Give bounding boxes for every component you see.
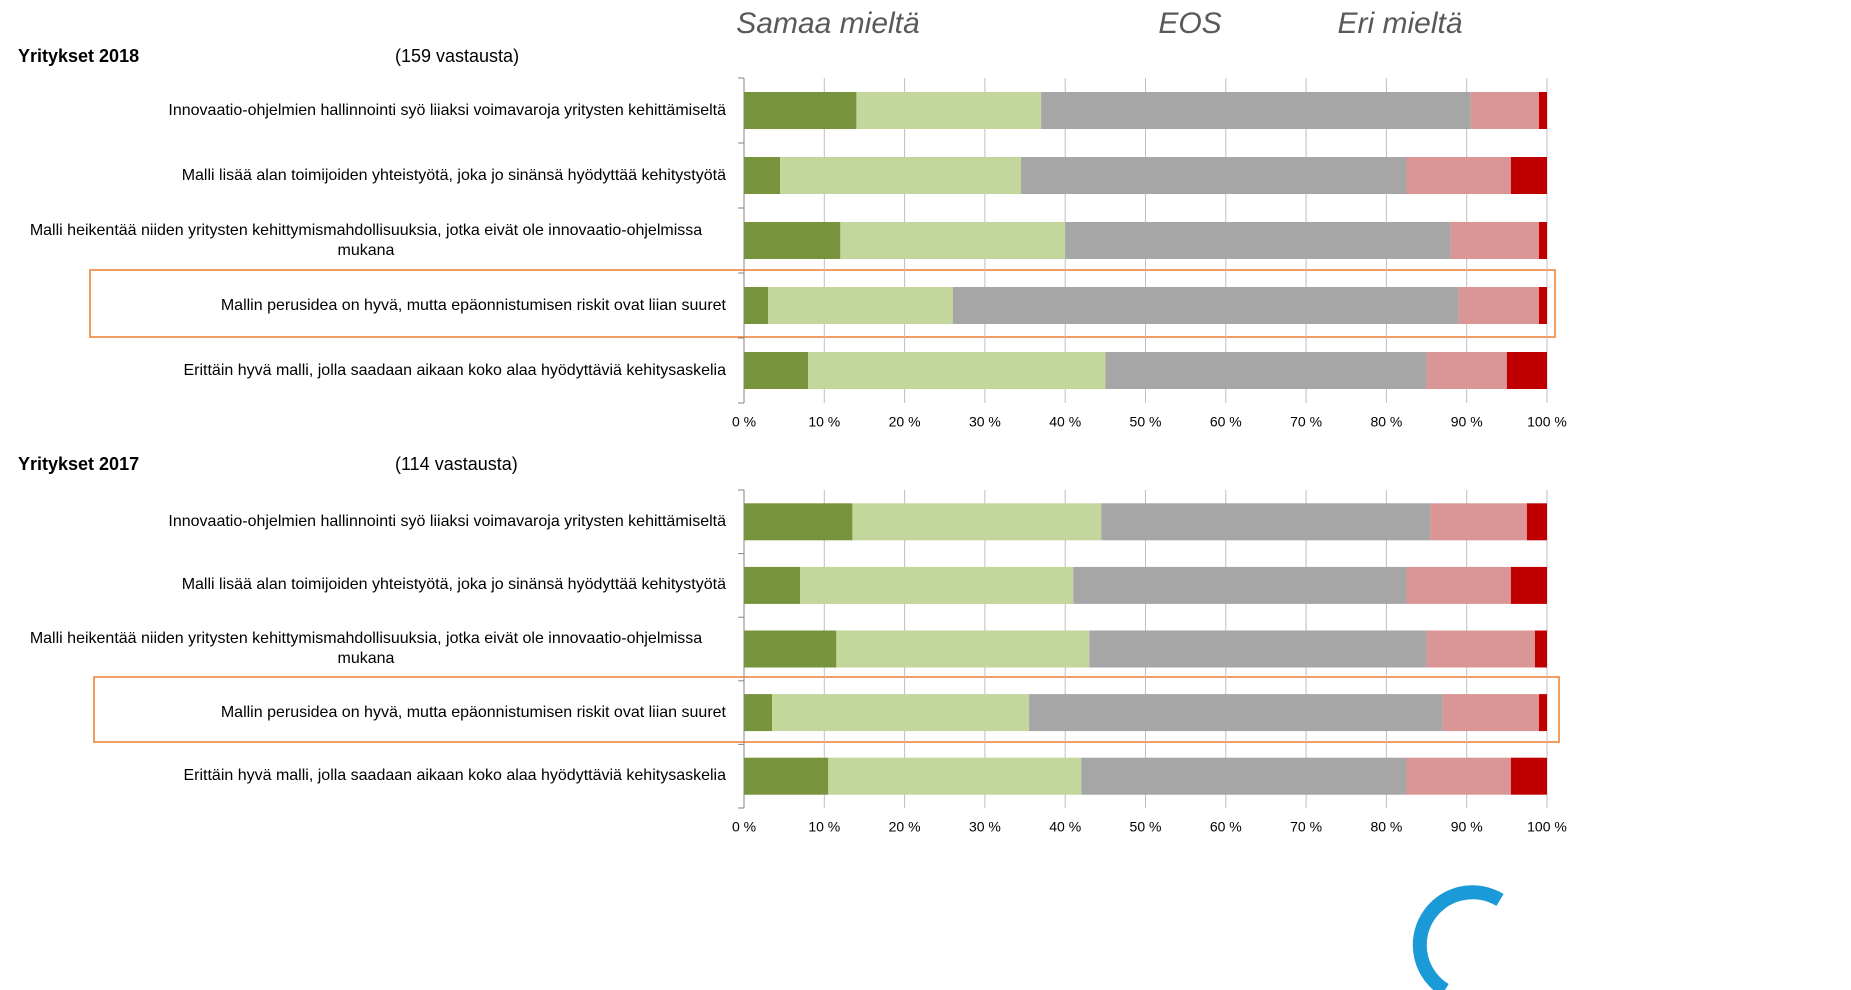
x-tick-label: 0 % <box>732 819 756 835</box>
x-tick-label: 70 % <box>1290 414 1322 430</box>
x-tick-label: 50 % <box>1130 819 1162 835</box>
bar-segment <box>768 287 953 324</box>
bar-segment <box>840 222 1066 259</box>
x-tick-label: 40 % <box>1049 819 1081 835</box>
bar-segment <box>1029 694 1443 732</box>
bar-segment <box>1538 287 1547 324</box>
column-header: EOS <box>1158 7 1221 40</box>
x-tick-label: 50 % <box>1130 414 1162 430</box>
chart-subtitle: (114 vastausta) <box>395 454 518 474</box>
x-tick-label: 90 % <box>1451 414 1483 430</box>
bar-segment <box>744 352 809 389</box>
bar-segment <box>744 92 857 129</box>
category-label: Malli heikentää niiden yritysten kehitty… <box>29 630 703 667</box>
bar-segment <box>1538 222 1547 259</box>
highlight-box <box>89 269 1556 338</box>
bar-segment <box>1458 287 1539 324</box>
bar-segment <box>1041 92 1471 129</box>
bar-segment <box>1442 694 1539 732</box>
bar-segment <box>1081 757 1407 795</box>
category-label: Erittäin hyvä malli, jolla saadaan aikaa… <box>183 361 726 379</box>
column-header: Eri mieltä <box>1337 7 1462 40</box>
x-tick-label: 10 % <box>808 414 840 430</box>
bar-segment <box>1470 92 1539 129</box>
bar-segment <box>1510 757 1547 795</box>
bar-segment <box>1021 157 1407 194</box>
bar-segment <box>1426 352 1507 389</box>
chart-title: Yritykset 2018 <box>18 46 139 66</box>
category-label: Mallin perusidea on hyvä, mutta epäonnis… <box>220 296 726 314</box>
bar-segment <box>1510 566 1547 604</box>
bar-segment <box>1406 566 1511 604</box>
chart-title: Yritykset 2017 <box>18 454 139 474</box>
bar-segment <box>1073 566 1407 604</box>
bar-segment <box>744 694 773 732</box>
logo <box>1412 885 1504 990</box>
bar-segment <box>1406 757 1511 795</box>
bar-segment <box>1089 630 1427 668</box>
bar-segment <box>744 757 829 795</box>
x-tick-label: 90 % <box>1451 819 1483 835</box>
chart-subtitle: (159 vastausta) <box>395 46 519 66</box>
bar-segment <box>772 694 1030 732</box>
bar-segment <box>836 630 1090 668</box>
column-header: Samaa mieltä <box>736 7 919 40</box>
x-tick-label: 100 % <box>1527 414 1567 430</box>
bar-segment <box>1105 352 1427 389</box>
bar-segment <box>828 757 1082 795</box>
x-tick-label: 30 % <box>969 414 1001 430</box>
x-tick-label: 0 % <box>732 414 756 430</box>
bar-segment <box>1430 503 1527 541</box>
bar-segment <box>744 222 841 259</box>
category-label: Malli heikentää niiden yritysten kehitty… <box>29 221 703 259</box>
bar-segment <box>952 287 1459 324</box>
x-tick-label: 20 % <box>889 819 921 835</box>
x-tick-label: 30 % <box>969 819 1001 835</box>
category-label: Mallin perusidea on hyvä, mutta epäonnis… <box>220 703 726 721</box>
category-label: Innovaatio-ohjelmien hallinnointi syö li… <box>168 101 726 119</box>
bar-segment <box>1506 352 1547 389</box>
bar-segment <box>1534 630 1547 668</box>
bar-segment <box>1526 503 1547 541</box>
x-tick-label: 10 % <box>808 819 840 835</box>
category-label: Malli lisää alan toimijoiden yhteistyötä… <box>181 166 726 184</box>
bar-segment <box>1426 630 1535 668</box>
x-tick-label: 100 % <box>1527 819 1567 835</box>
x-tick-label: 70 % <box>1290 819 1322 835</box>
bar-segment <box>1406 157 1511 194</box>
bar-segment <box>744 287 769 324</box>
bar-segment <box>852 503 1102 541</box>
bar-segment <box>780 157 1022 194</box>
bar-segment <box>744 503 853 541</box>
bar-segment <box>1101 503 1431 541</box>
bar-segment <box>1450 222 1539 259</box>
bar-segment <box>1065 222 1451 259</box>
bar-segment <box>744 566 801 604</box>
x-tick-label: 80 % <box>1370 414 1402 430</box>
bar-segment <box>1538 92 1547 129</box>
x-tick-label: 60 % <box>1210 819 1242 835</box>
x-tick-label: 40 % <box>1049 414 1081 430</box>
bar-segment <box>744 630 837 668</box>
x-tick-label: 80 % <box>1370 819 1402 835</box>
highlight-box <box>93 676 1560 743</box>
bar-segment <box>744 157 781 194</box>
bar-segment <box>1510 157 1547 194</box>
x-tick-label: 20 % <box>889 414 921 430</box>
category-label: Malli lisää alan toimijoiden yhteistyötä… <box>181 576 726 594</box>
bar-segment <box>856 92 1042 129</box>
bar-segment <box>808 352 1106 389</box>
bar-segment <box>1538 694 1547 732</box>
category-label: Erittäin hyvä malli, jolla saadaan aikaa… <box>183 767 726 785</box>
x-tick-label: 60 % <box>1210 414 1242 430</box>
bar-segment <box>800 566 1074 604</box>
category-label: Innovaatio-ohjelmien hallinnointi syö li… <box>168 512 726 530</box>
